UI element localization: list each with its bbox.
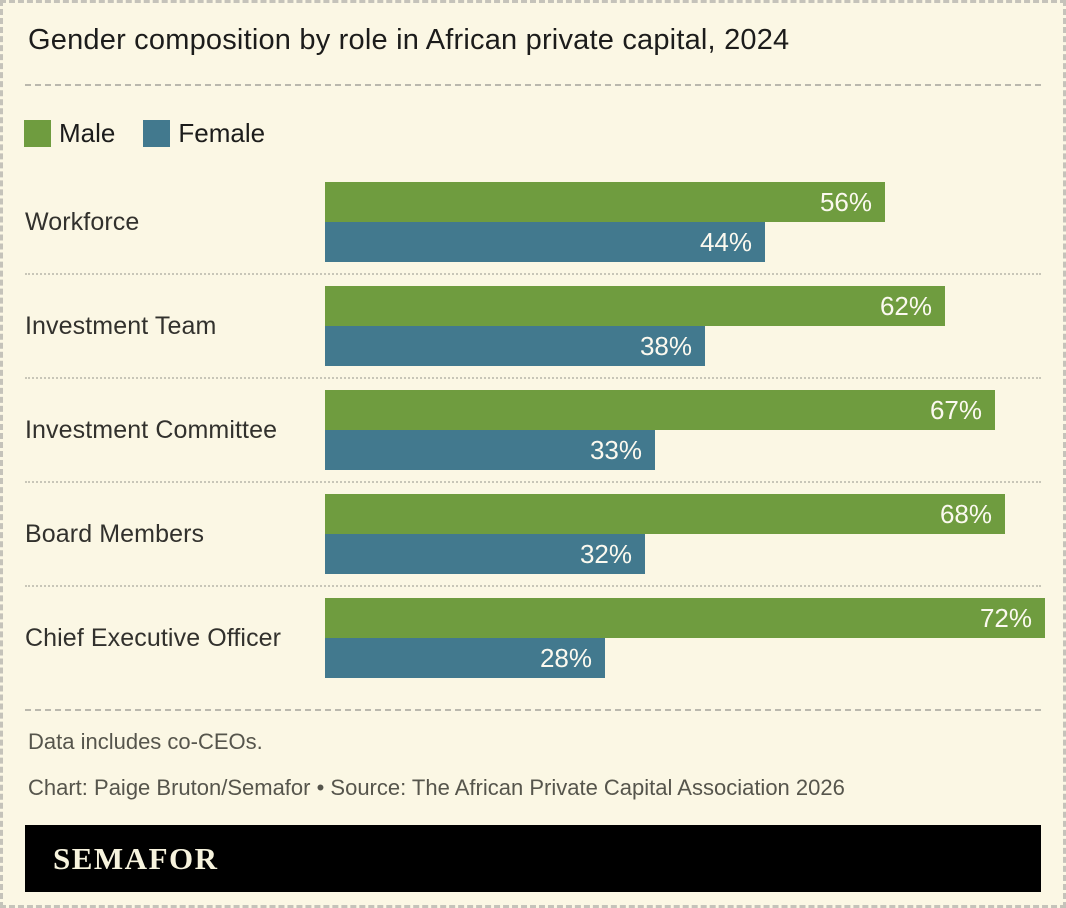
legend-item-male: Male [24, 118, 115, 149]
legend-item-female: Female [143, 118, 265, 149]
bar-value-label: 56% [819, 186, 872, 217]
chart-row: Investment Committee 67% 33% [25, 377, 1041, 481]
bar-value-label: 28% [539, 642, 592, 673]
bar-group: 67% 33% [325, 390, 1041, 471]
chart-header: Gender composition by role in African pr… [3, 3, 1063, 58]
male-bar: 62% [325, 286, 945, 327]
chart-legend: Male Female [24, 118, 1041, 149]
chart-footnote: Data includes co-CEOs. [28, 729, 263, 755]
bar-value-label: 33% [589, 434, 642, 465]
female-bar: 32% [325, 534, 645, 575]
brand-banner: SEMAFOR [25, 825, 1041, 893]
bar-value-label: 32% [579, 538, 632, 569]
male-bar: 72% [325, 598, 1045, 639]
bar-chart: Workforce 56% 44% Investment Team 62% 38% Inve… [25, 171, 1045, 689]
male-bar: 56% [325, 182, 885, 223]
female-swatch-icon [143, 120, 171, 148]
female-bar: 44% [325, 222, 765, 263]
bar-group: 56% 44% [325, 182, 1041, 263]
bar-value-label: 44% [699, 226, 752, 257]
bar-value-label: 68% [939, 498, 992, 529]
bar-value-label: 38% [639, 330, 692, 361]
bar-group: 62% 38% [325, 286, 1041, 367]
legend-label-male: Male [59, 118, 116, 149]
chart-row: Board Members 68% 32% [25, 481, 1041, 585]
category-label: Workforce [25, 207, 140, 236]
male-swatch-icon [24, 120, 51, 148]
category-label: Investment Committee [25, 415, 278, 444]
chart-row: Workforce 56% 44% [25, 171, 1041, 273]
category-label: Board Members [25, 519, 205, 548]
bar-value-label: 62% [879, 290, 932, 321]
male-bar: 67% [325, 390, 995, 431]
legend-label-female: Female [178, 118, 266, 149]
chart-row: Investment Team 62% 38% [25, 273, 1041, 377]
chart-credit: Chart: Paige Bruton/Semafor • Source: Th… [28, 775, 845, 801]
bar-group: 68% 32% [325, 494, 1041, 575]
female-bar: 33% [325, 430, 655, 471]
footer-divider [25, 709, 1041, 712]
bar-value-label: 72% [979, 602, 1032, 633]
category-label: Chief Executive Officer [25, 623, 282, 652]
male-bar: 68% [325, 494, 1005, 535]
bar-value-label: 67% [929, 394, 982, 425]
bar-group: 72% 28% [325, 598, 1045, 679]
chart-row: Chief Executive Officer 72% 28% [25, 585, 1045, 689]
title-divider [25, 84, 1041, 87]
chart-title: Gender composition by role in African pr… [28, 24, 790, 56]
female-bar: 38% [325, 326, 705, 367]
female-bar: 28% [325, 638, 605, 679]
category-label: Investment Team [25, 311, 217, 340]
semafor-logo: SEMAFOR [53, 840, 219, 876]
